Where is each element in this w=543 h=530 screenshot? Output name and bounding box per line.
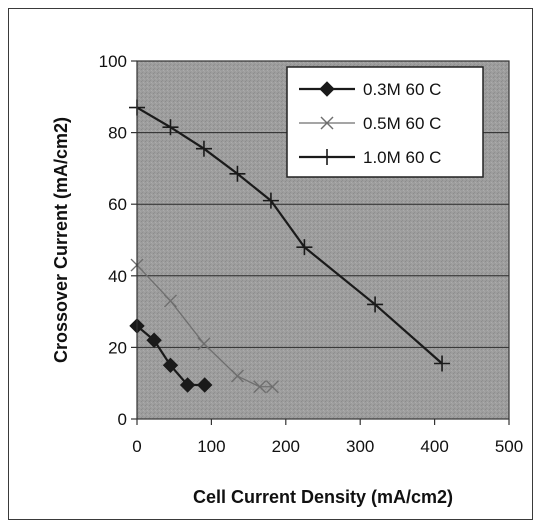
data-point-plus (367, 296, 384, 313)
y-axis-title: Crossover Current (mA/cm2) (51, 117, 71, 363)
legend: 0.3M 60 C 0.5M 60 C 1.0M 60 C (286, 66, 484, 178)
legend-label: 0.3M 60 C (363, 80, 441, 99)
data-point-x-stroke (163, 294, 177, 308)
legend-entry: 1.0M 60 C (299, 148, 441, 167)
legend-marker-x (320, 116, 334, 130)
legend-box (286, 66, 484, 178)
y-tick-label: 20 (108, 338, 127, 357)
data-point-x (265, 380, 279, 394)
plot-border (136, 60, 510, 420)
y-tick-label: 40 (108, 267, 127, 286)
chart: 0 20 40 60 80 100 0 100 200 300 400 500 Cell Curren… (51, 52, 524, 507)
data-point-x-stroke (230, 369, 244, 383)
x-tick-label: 500 (495, 437, 523, 456)
x-tick-label: 400 (420, 437, 448, 456)
legend-entries: 0.3M 60 C 0.5M 60 C 1.0M 60 C (299, 80, 441, 167)
legend-marker-x-stroke (320, 116, 334, 130)
data-point-plus (229, 165, 246, 182)
legend-marker-diamond (319, 81, 335, 97)
data-point-diamond (146, 332, 162, 348)
data-point-plus (195, 140, 212, 157)
legend-label: 1.0M 60 C (363, 148, 441, 167)
x-tick-label: 200 (272, 437, 300, 456)
series-line (136, 106, 443, 365)
y-tick-label: 0 (118, 410, 127, 429)
legend-entry: 0.5M 60 C (299, 114, 441, 133)
ticks-layer: 0 20 40 60 80 100 0 100 200 300 400 500 (99, 52, 524, 456)
data-point-x (230, 369, 244, 383)
y-tick-label: 80 (108, 124, 127, 143)
data-point-x-stroke (253, 380, 267, 394)
chart-frame: 0 20 40 60 80 100 0 100 200 300 400 500 Cell Curren… (8, 8, 533, 520)
data-point-plus (296, 239, 313, 256)
data-point-x-stroke (265, 380, 279, 394)
data-point-x (253, 380, 267, 394)
series-3 (129, 99, 451, 372)
y-tick-label: 100 (99, 52, 127, 71)
data-point-plus (162, 119, 179, 136)
x-axis-title: Cell Current Density (mA/cm2) (193, 487, 453, 507)
legend-label: 0.5M 60 C (363, 114, 441, 133)
data-point-x (197, 337, 211, 351)
data-point-plus (434, 355, 451, 372)
data-point-diamond (196, 377, 213, 393)
x-tick-label: 300 (346, 437, 374, 456)
legend-entry: 0.3M 60 C (299, 80, 441, 99)
data-point-x (163, 294, 177, 308)
data-point-diamond (162, 357, 179, 374)
legend-marker-plus (319, 149, 335, 165)
y-tick-label: 60 (108, 195, 127, 214)
x-tick-label: 100 (197, 437, 225, 456)
data-point-x-stroke (197, 337, 211, 351)
x-tick-label: 0 (132, 437, 141, 456)
data-point-diamond (179, 377, 196, 393)
data-point-plus (262, 192, 279, 209)
